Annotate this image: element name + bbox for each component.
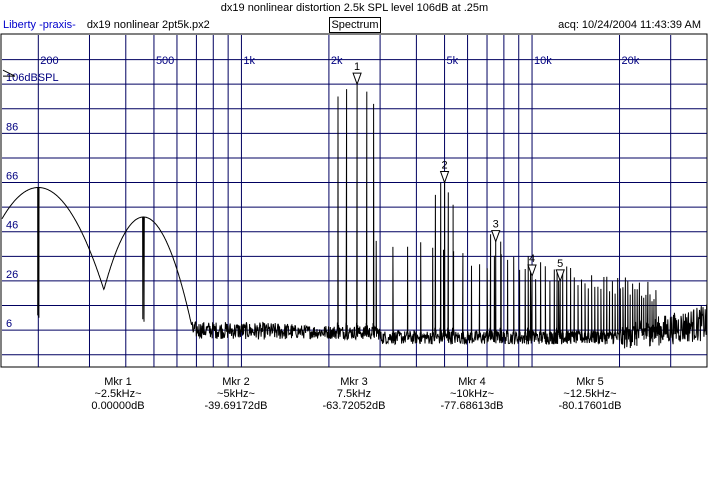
plot-frame [0,33,708,368]
chart-title: dx19 nonlinear distortion 2.5k SPL level… [220,2,489,14]
spectrum-plot[interactable]: 106dBSPL 86 66 46 26 6 200 500 1k 2k 5k 10k 20k 1 2 3 4… [0,33,709,369]
y-tick-label: 26 [6,269,18,281]
marker-readout-value-label: 0.00000dB [91,400,145,412]
marker-readout-name: Mkr 1 [104,376,132,388]
x-tick-label: 1k [243,55,255,67]
marker-readout-freq-label: ~5kHz~ [217,388,255,400]
spectrum-trace [1,84,708,349]
marker-number-label: 2 [441,160,447,172]
y-tick-label: 106dBSPL [6,72,59,84]
x-tick-label: 2k [331,55,343,67]
marker-readout-name: Mkr 3 [340,376,368,388]
marker-readout-name: Mkr 4 [458,376,486,388]
marker-readout-name: Mkr 2 [222,376,250,388]
y-tick-label: 6 [6,318,12,330]
marker-readout-freq-label: ~12.5kHz~ [563,388,617,400]
marker-readout: Mkr 3 7.5kHz -63.72052dB [299,376,409,412]
marker-number-label: 3 [493,219,499,231]
marker-number-label: 1 [354,61,360,73]
marker-number-label: 5 [557,258,563,270]
x-tick-label: 20k [622,55,640,67]
marker-readout-value-label: -39.69172dB [204,400,268,412]
x-tick-label: 500 [156,55,174,67]
brand-label: Liberty -praxis- [3,19,76,31]
header-left: Liberty -praxis- dx19 nonlinear 2pt5k.px… [3,19,210,31]
marker-triangle[interactable] [555,269,565,283]
marker-readout: Mkr 4 ~10kHz~ -77.68613dB [417,376,527,412]
marker-triangle[interactable] [527,264,537,278]
marker-readout-value-label: -63.72052dB [322,400,386,412]
marker-readout-freq-label: ~10kHz~ [449,388,495,400]
marker-readout-freq-label: 7.5kHz [336,388,372,400]
marker-readout: Mkr 1 ~2.5kHz~ 0.00000dB [63,376,173,412]
reference-level-pointer [2,69,16,77]
y-tick-label: 46 [6,220,18,232]
marker-readout: Mkr 2 ~5kHz~ -39.69172dB [181,376,291,412]
y-tick-label: 66 [6,171,18,183]
x-tick-label: 200 [40,55,58,67]
file-name: dx19 nonlinear 2pt5k.px2 [86,19,210,31]
marker-readout-name: Mkr 5 [576,376,604,388]
x-tick-label: 10k [534,55,552,67]
marker-triangle[interactable] [491,230,501,244]
tab-spectrum[interactable]: Spectrum [329,17,381,33]
marker-readout-freq-label: ~2.5kHz~ [94,388,142,400]
marker-triangle[interactable] [352,72,362,86]
marker-readout: Mkr 5 ~12.5kHz~ -80.17601dB [535,376,645,412]
x-tick-label: 5k [447,55,459,67]
marker-number-label: 4 [529,253,535,265]
acquisition-timestamp: acq: 10/24/2004 11:43:39 AM [558,19,701,31]
y-tick-label: 86 [6,121,18,133]
marker-readout-value-label: -80.17601dB [558,400,622,412]
marker-triangle[interactable] [439,171,450,185]
marker-readout-value-label: -77.68613dB [440,400,504,412]
